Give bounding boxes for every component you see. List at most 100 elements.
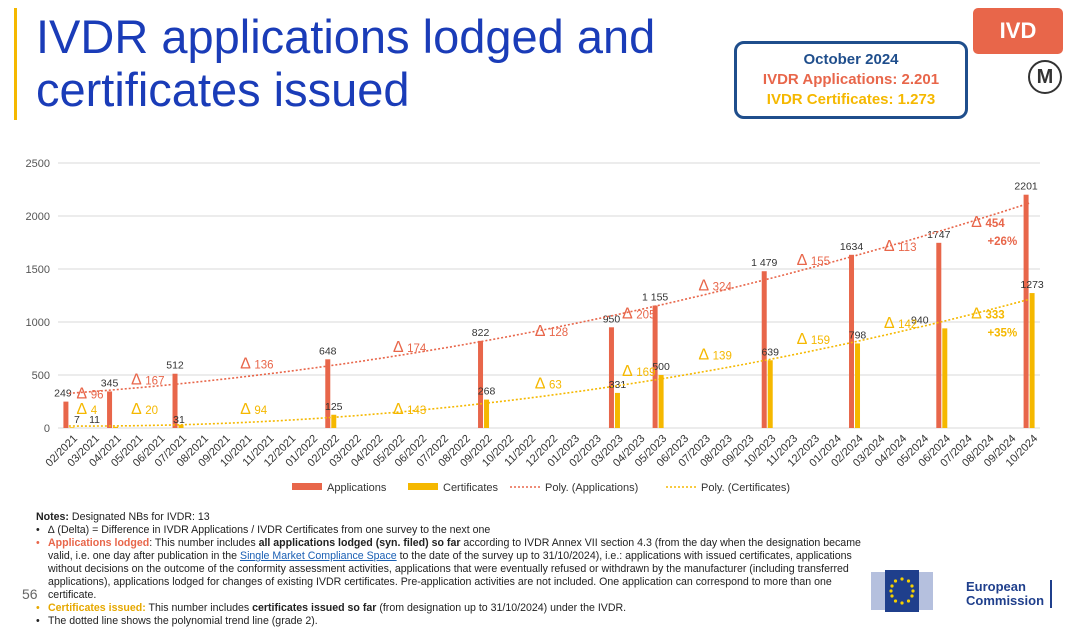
data-label-applications: 512 <box>166 360 184 372</box>
delta-value-applications: 205 <box>636 309 655 321</box>
y-tick-label: 2500 <box>26 158 50 170</box>
bar-applications <box>63 401 69 428</box>
legend-label: Poly. (Applications) <box>545 482 638 494</box>
data-label-applications: 822 <box>472 327 490 339</box>
delta-value-certificates: 139 <box>713 351 732 363</box>
data-label-certificates: 798 <box>849 329 867 341</box>
delta-value-certificates: 333 <box>985 310 1004 322</box>
bar-certificates <box>331 414 337 428</box>
data-label-applications: 2201 <box>1014 181 1038 193</box>
bar-certificates <box>484 399 490 428</box>
page-number: 56 <box>22 586 38 602</box>
delta-symbol-certificates: ∆ <box>131 401 141 418</box>
delta-value-certificates: 4 <box>91 405 98 417</box>
data-label-certificates: 125 <box>325 401 343 413</box>
data-label-applications: 249 <box>54 388 72 400</box>
delta-symbol-certificates: ∆ <box>797 331 807 348</box>
data-label-certificates: 31 <box>173 414 185 426</box>
data-label-certificates: 331 <box>609 379 627 391</box>
data-label-certificates: 500 <box>652 361 670 373</box>
delta-symbol-certificates: ∆ <box>241 401 251 418</box>
delta-value-applications: 113 <box>898 242 916 254</box>
ivd-badge: IVD <box>973 8 1063 54</box>
delta-symbol-applications: ∆ <box>797 252 807 269</box>
delta-value-applications: 174 <box>407 343 427 355</box>
delta-value-applications: 128 <box>549 327 568 339</box>
applications-note: Applications lodged: This number include… <box>36 537 866 602</box>
delta-symbol-applications: ∆ <box>622 305 632 322</box>
compliance-space-link[interactable]: Single Market Compliance Space <box>240 550 397 562</box>
bar-applications <box>849 254 855 428</box>
bar-certificates <box>767 360 773 428</box>
bar-applications <box>936 242 942 428</box>
bar-certificates <box>658 375 664 428</box>
bar-certificates <box>69 427 75 428</box>
delta-value-certificates: 20 <box>145 405 158 417</box>
delta-symbol-certificates: ∆ <box>972 306 982 323</box>
delta-symbol-certificates: ∆ <box>622 363 632 380</box>
data-label-applications: 1747 <box>927 229 951 241</box>
data-label-certificates: 639 <box>761 346 779 358</box>
delta-symbol-certificates: ∆ <box>535 375 545 392</box>
data-label-applications: 648 <box>319 345 337 357</box>
delta-pct-certificates: +35% <box>987 328 1017 340</box>
delta-symbol-applications: ∆ <box>972 214 982 231</box>
bar-applications <box>652 305 658 428</box>
legend-swatch <box>408 483 438 490</box>
y-tick-label: 1000 <box>26 317 50 329</box>
applications-certificates-chart: 0500100015002000250002/202103/202104/202… <box>26 158 1044 494</box>
y-tick-label: 500 <box>32 370 50 382</box>
data-label-certificates: 7 <box>74 414 80 426</box>
eu-flag-logo <box>871 570 933 612</box>
delta-value-applications: 324 <box>713 281 733 293</box>
delta-pct-applications: +26% <box>987 236 1017 248</box>
trendline-applications <box>68 202 1030 395</box>
data-label-certificates: 11 <box>89 414 100 426</box>
notes: Notes: Designated NBs for IVDR: 13 ∆ (De… <box>36 511 866 628</box>
data-label-applications: 1634 <box>840 241 864 253</box>
data-label-certificates: 1273 <box>1020 279 1044 291</box>
bar-applications <box>761 271 767 428</box>
data-label-certificates: 268 <box>478 386 496 398</box>
eu-commission-text: European Commission <box>966 580 1053 608</box>
delta-symbol-certificates: ∆ <box>77 401 87 418</box>
trendline-certificates <box>68 298 1030 427</box>
delta-symbol-applications: ∆ <box>77 386 87 403</box>
bar-applications <box>1023 194 1029 428</box>
delta-symbol-applications: ∆ <box>535 323 545 340</box>
bar-certificates <box>113 426 119 428</box>
data-label-applications: 1 155 <box>642 292 668 304</box>
delta-value-certificates: 94 <box>254 405 267 417</box>
summary-applications: IVDR Applications: 2.201 <box>762 71 940 88</box>
delta-symbol-applications: ∆ <box>131 372 141 389</box>
bar-applications <box>608 327 614 428</box>
bar-certificates <box>614 392 620 428</box>
y-tick-label: 0 <box>44 423 50 435</box>
bar-applications <box>478 340 484 428</box>
delta-value-applications: 136 <box>254 360 273 372</box>
delta-symbol-certificates: ∆ <box>699 347 709 364</box>
legend-swatch <box>292 483 322 490</box>
accent-bar <box>14 8 17 120</box>
data-label-applications: 345 <box>101 377 119 389</box>
bar-certificates <box>178 424 184 428</box>
data-label-certificates: 940 <box>911 314 929 326</box>
delta-value-applications: 167 <box>145 376 164 388</box>
delta-symbol-applications: ∆ <box>884 238 894 255</box>
delta-value-certificates: 169 <box>636 367 655 379</box>
bar-applications <box>325 359 331 428</box>
y-tick-label: 2000 <box>26 211 50 223</box>
bar-applications <box>172 373 178 428</box>
delta-value-certificates: 63 <box>549 379 562 391</box>
delta-symbol-applications: ∆ <box>699 277 709 294</box>
delta-note: ∆ (Delta) = Difference in IVDR Applicati… <box>36 524 866 537</box>
poly-note: The dotted line shows the polynomial tre… <box>36 615 866 628</box>
m-logo-icon: M <box>1028 60 1062 94</box>
summary-date: October 2024 <box>803 51 899 68</box>
legend-label: Poly. (Certificates) <box>701 482 790 494</box>
delta-symbol-certificates: ∆ <box>393 401 403 418</box>
summary-certificates: IVDR Certificates: 1.273 <box>766 91 936 108</box>
legend-label: Applications <box>327 482 387 494</box>
bar-applications <box>107 391 113 428</box>
delta-symbol-certificates: ∆ <box>884 315 894 332</box>
